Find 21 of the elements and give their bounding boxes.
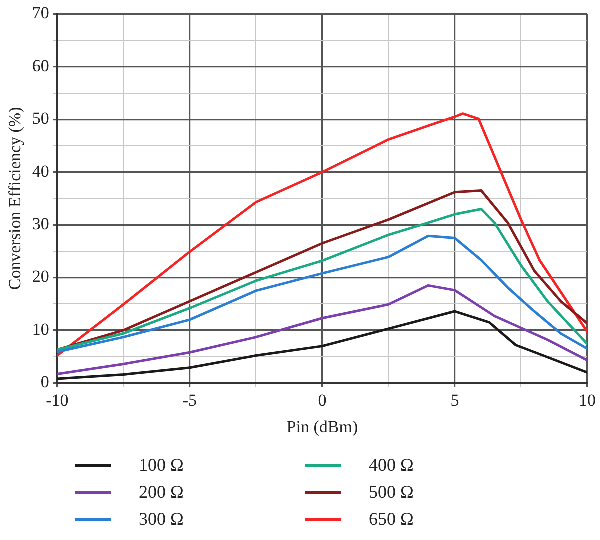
y-tick-label: 0 <box>40 372 50 392</box>
y-tick-label: 30 <box>32 214 50 234</box>
x-axis-title: Pin (dBm) <box>286 417 358 436</box>
x-tick-label: 0 <box>318 390 327 410</box>
x-tick-label: -10 <box>46 390 69 410</box>
x-tick-label: -5 <box>182 390 198 410</box>
y-tick-label: 70 <box>32 4 50 23</box>
legend-label: 500 Ω <box>369 482 414 503</box>
legend-label: 100 Ω <box>139 455 184 476</box>
legend-label: 650 Ω <box>369 509 414 530</box>
y-tick-label: 60 <box>32 56 50 76</box>
y-axis-title: Conversion Efficiency (%) <box>6 107 25 290</box>
y-tick-label: 10 <box>32 320 50 339</box>
legend-label: 200 Ω <box>139 482 184 503</box>
x-tick-label: 5 <box>450 390 460 410</box>
y-tick-label: 50 <box>32 109 50 128</box>
x-tick-label: 10 <box>579 390 596 410</box>
legend-label: 300 Ω <box>139 509 184 530</box>
y-tick-label: 40 <box>32 162 50 181</box>
legend-label: 400 Ω <box>369 455 414 476</box>
y-tick-label: 20 <box>32 267 50 286</box>
